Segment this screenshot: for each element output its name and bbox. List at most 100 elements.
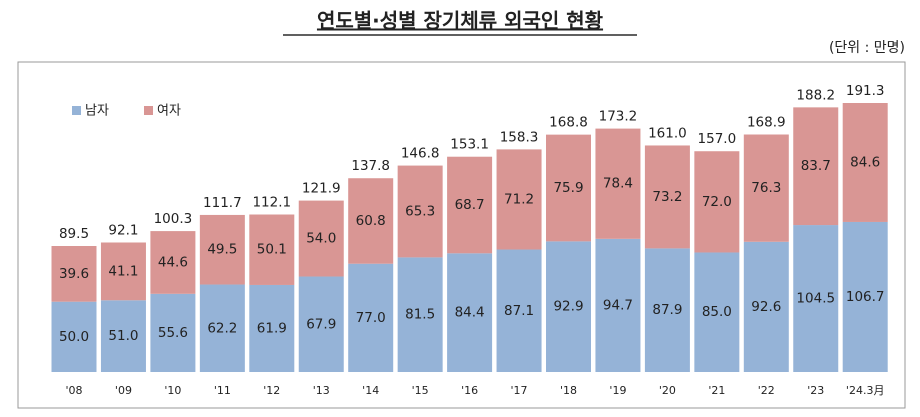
value-label: 50.0: [59, 329, 89, 345]
value-label: 81.5: [405, 307, 435, 323]
value-label: 54.0: [306, 231, 336, 247]
value-label: 61.9: [257, 320, 287, 336]
value-label: 71.2: [504, 191, 534, 207]
value-label: 75.9: [553, 180, 583, 196]
bar-segment: [842, 103, 888, 222]
x-tick-label: '21: [708, 384, 725, 397]
x-tick-label: '10: [164, 384, 181, 397]
value-label: 94.7: [603, 297, 633, 313]
chart-frame: [17, 61, 906, 409]
value-label: 76.3: [751, 180, 781, 196]
bar-segment: [100, 300, 146, 372]
bar-segment: [150, 293, 196, 372]
value-label: 87.1: [504, 303, 534, 319]
legend-label: 남자: [85, 104, 109, 119]
bar-segment: [348, 263, 394, 372]
total-label: 173.2: [599, 108, 638, 124]
bar-segment: [150, 231, 196, 294]
bar-segment: [595, 128, 641, 239]
bar-segment: [743, 134, 789, 242]
x-tick-label: '22: [758, 384, 775, 397]
bar-segment: [397, 165, 443, 258]
value-label: 72.0: [702, 194, 732, 210]
bar-segment: [496, 149, 542, 250]
legend-swatch: [72, 106, 81, 115]
value-label: 41.1: [108, 263, 138, 279]
bar-segment: [546, 241, 591, 372]
bar-segment: [249, 284, 295, 372]
legend-swatch: [144, 106, 153, 115]
x-tick-label: '08: [65, 384, 82, 397]
value-label: 55.6: [158, 325, 188, 341]
value-label: 51.0: [108, 328, 138, 344]
x-tick-label: '11: [214, 384, 231, 397]
x-tick-label: '17: [511, 384, 528, 397]
value-label: 78.4: [603, 176, 633, 192]
bar-segment: [644, 248, 690, 372]
bar-segment: [51, 246, 97, 302]
bar-segment: [51, 301, 97, 372]
bar-segment: [694, 151, 740, 253]
total-label: 168.9: [747, 114, 786, 130]
value-label: 106.7: [846, 289, 885, 305]
bar-segment: [447, 253, 493, 372]
bar-segment: [199, 214, 245, 285]
bar-segment: [842, 221, 888, 372]
total-label: 157.0: [698, 131, 737, 147]
bar-segment: [694, 252, 740, 372]
value-label: 84.4: [455, 305, 485, 321]
total-label: 137.8: [351, 158, 390, 174]
bar-segment: [397, 257, 443, 372]
value-label: 104.5: [796, 291, 835, 307]
value-label: 83.7: [801, 158, 831, 174]
x-tick-label: '14: [362, 384, 379, 397]
bar-segment: [743, 241, 789, 372]
x-tick-label: '20: [659, 384, 676, 397]
value-label: 87.9: [652, 302, 682, 318]
bar-segment: [298, 200, 344, 277]
total-label: 100.3: [154, 211, 193, 227]
legend-label: 여자: [157, 104, 181, 119]
bar-segment: [348, 178, 394, 264]
chart-title: 연도별·성별 장기체류 외국인 현황: [317, 9, 604, 33]
x-tick-label: '12: [263, 384, 280, 397]
bar-segment: [644, 145, 690, 249]
value-label: 67.9: [306, 316, 336, 332]
bar-segment: [546, 134, 591, 242]
value-label: 92.6: [751, 299, 781, 315]
total-label: 158.3: [500, 129, 539, 145]
total-label: 191.3: [846, 83, 885, 99]
value-label: 62.2: [207, 320, 237, 336]
bar-segment: [496, 249, 542, 372]
value-label: 50.1: [257, 242, 287, 258]
value-label: 39.6: [59, 266, 89, 282]
x-tick-label: '16: [461, 384, 478, 397]
value-label: 84.6: [850, 154, 880, 170]
total-label: 121.9: [302, 181, 341, 197]
value-label: 77.0: [356, 310, 386, 326]
bar-segment: [249, 214, 295, 285]
total-label: 112.1: [252, 194, 291, 210]
x-tick-label: '23: [807, 384, 824, 397]
x-tick-label: '15: [412, 384, 429, 397]
bar-segment: [100, 242, 146, 301]
total-label: 111.7: [203, 195, 242, 211]
total-label: 146.8: [401, 146, 440, 162]
value-label: 44.6: [158, 254, 188, 270]
bar-segment: [199, 284, 245, 372]
total-label: 92.1: [108, 222, 138, 238]
value-label: 85.0: [702, 304, 732, 320]
total-label: 161.0: [648, 126, 687, 142]
total-label: 153.1: [450, 137, 489, 153]
x-tick-label: '13: [313, 384, 330, 397]
bar-segment: [595, 238, 641, 372]
value-label: 65.3: [405, 203, 435, 219]
unit-label: (단위 : 만명): [829, 40, 905, 56]
x-tick-label: '24.3月: [846, 384, 885, 397]
value-label: 68.7: [455, 197, 485, 213]
x-tick-label: '09: [115, 384, 132, 397]
x-tick-label: '19: [609, 384, 626, 397]
total-label: 188.2: [796, 87, 835, 103]
bar-segment: [447, 156, 493, 254]
